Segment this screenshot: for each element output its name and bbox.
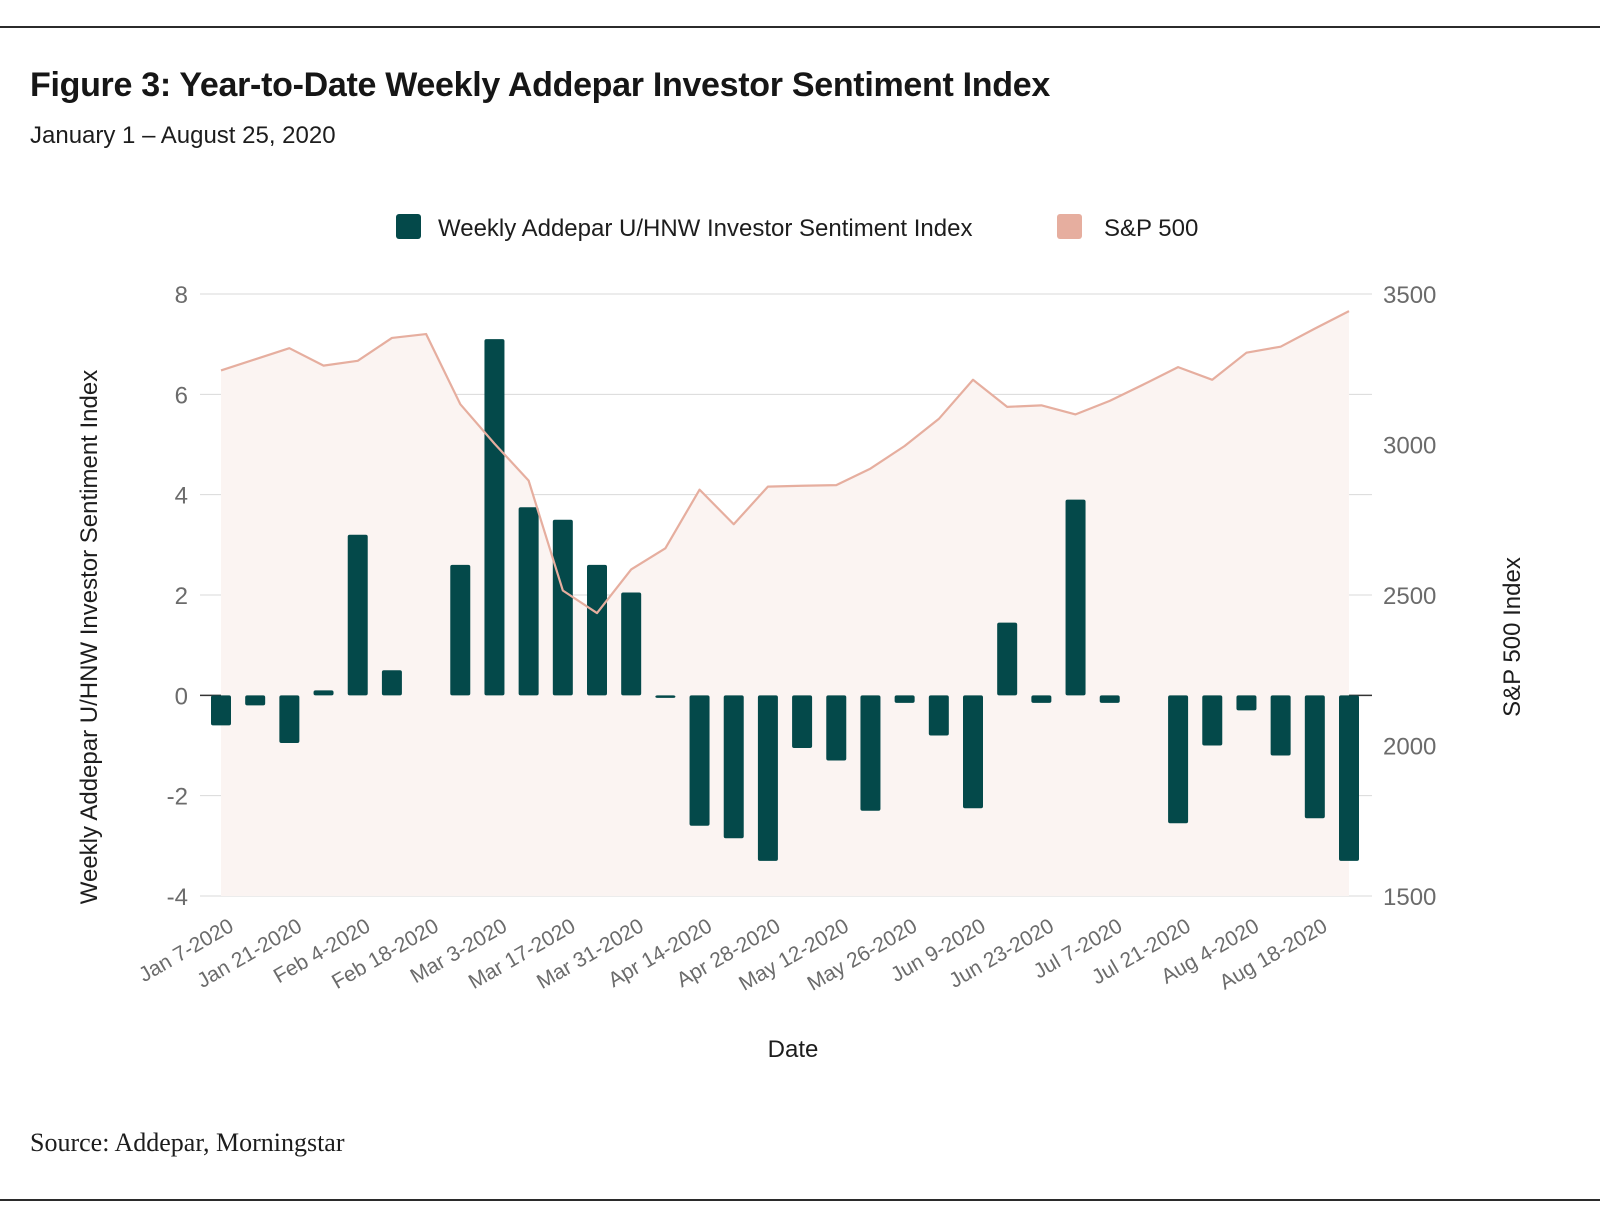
left-tick-label: -2 — [167, 784, 188, 811]
sentiment-bar — [689, 695, 710, 826]
legend-line-label: S&P 500 — [1104, 215, 1198, 242]
legend: Weekly Addepar U/HNW Investor Sentiment … — [396, 214, 1198, 242]
bottom-rule — [0, 1199, 1600, 1201]
left-tick-label: 8 — [175, 282, 188, 309]
right-tick-label: 3000 — [1383, 433, 1436, 460]
sentiment-bar — [963, 695, 983, 809]
sentiment-bar — [928, 695, 949, 736]
right-tick-label: 2500 — [1383, 583, 1436, 610]
legend-line-swatch — [1057, 214, 1082, 239]
right-axis-label: S&P 500 Index — [1499, 557, 1526, 717]
sentiment-bar — [1236, 695, 1257, 711]
x-axis-label: Date — [768, 1036, 819, 1063]
left-axis-label: Weekly Addepar U/HNW Investor Sentiment … — [76, 370, 103, 904]
sentiment-bar — [279, 695, 300, 743]
left-tick-label: 2 — [175, 583, 188, 610]
sentiment-bar — [313, 690, 334, 696]
right-tick-label: 1500 — [1383, 884, 1436, 911]
chart-title: Figure 3: Year-to-Date Weekly Addepar In… — [30, 66, 1050, 104]
sentiment-bar — [381, 670, 402, 696]
sentiment-bar — [587, 564, 607, 696]
sentiment-bar — [757, 695, 778, 861]
sentiment-bar — [792, 695, 813, 749]
left-tick-label: 0 — [175, 683, 188, 710]
sentiment-bar — [1339, 695, 1359, 861]
sentiment-bar — [860, 695, 881, 811]
sentiment-bar — [1304, 695, 1325, 819]
right-axis-ticks: 3500 3000 2500 2000 1500 — [1383, 282, 1436, 911]
left-tick-label: -4 — [167, 884, 188, 911]
sentiment-bar — [1065, 499, 1086, 696]
sentiment-bar — [347, 534, 368, 696]
sentiment-bar — [1270, 695, 1291, 756]
legend-bar-label: Weekly Addepar U/HNW Investor Sentiment … — [438, 215, 972, 242]
sentiment-bar — [518, 507, 539, 696]
sentiment-bar — [723, 695, 744, 839]
right-tick-label: 3500 — [1383, 282, 1436, 309]
sentiment-bar — [621, 592, 642, 696]
legend-bar-swatch — [396, 214, 421, 239]
top-rule — [0, 26, 1600, 28]
sentiment-bar — [1031, 695, 1052, 703]
sentiment-bar — [552, 519, 573, 696]
source-note: Source: Addepar, Morningstar — [30, 1128, 345, 1157]
sentiment-bar — [484, 339, 505, 696]
sp500-line — [220, 310, 1350, 615]
sentiment-bar — [211, 695, 231, 726]
left-axis-ticks: 8 6 4 2 0 -2 -4 — [167, 282, 188, 911]
left-tick-label: 6 — [175, 382, 188, 409]
sentiment-bar — [655, 695, 676, 698]
sentiment-bar — [450, 564, 471, 696]
sentiment-bars — [211, 339, 1359, 861]
sentiment-bar — [997, 622, 1018, 696]
sentiment-bar — [826, 695, 847, 761]
left-tick-label: 4 — [175, 483, 188, 510]
sentiment-bar — [1168, 695, 1189, 824]
sp500-line-group — [220, 310, 1350, 615]
chart-subtitle: January 1 – August 25, 2020 — [30, 122, 336, 149]
right-tick-label: 2000 — [1383, 734, 1436, 761]
sentiment-bar — [1099, 695, 1120, 703]
sentiment-bar — [1202, 695, 1223, 746]
sentiment-bar — [894, 695, 915, 703]
sentiment-bar — [245, 695, 266, 706]
